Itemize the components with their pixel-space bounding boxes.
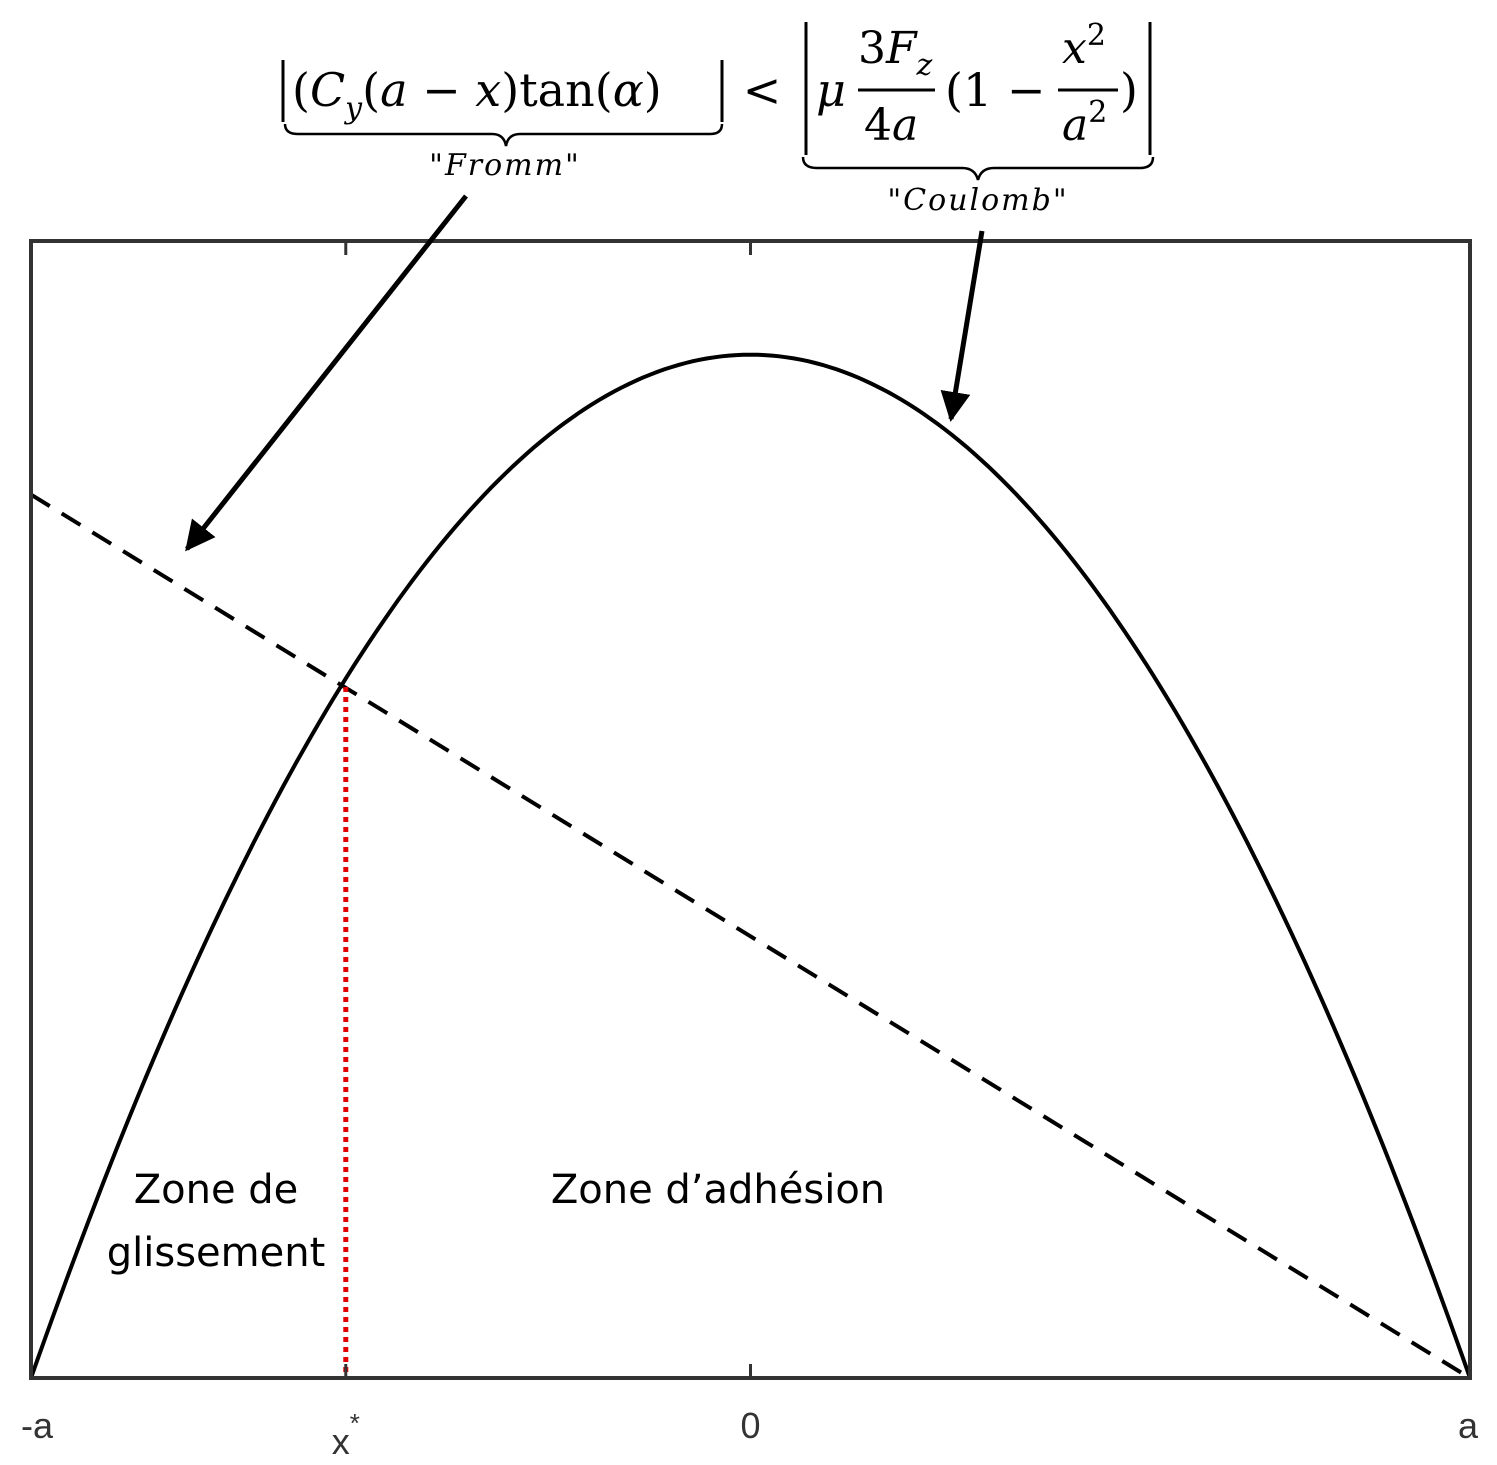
- coulomb-underbrace: [801, 156, 1155, 181]
- series-fromm-line: [29, 492, 1472, 1380]
- coulomb-mu: μ: [816, 63, 846, 117]
- series-coulomb-line: [29, 352, 1472, 1379]
- coulomb-arrow: [940, 230, 985, 422]
- zone-slip-label-line2: glissement: [107, 1230, 326, 1276]
- x-tick-label: -a: [21, 1405, 54, 1446]
- coulomb-numerator: 3Fz: [858, 23, 933, 83]
- series-layer: [29, 352, 1472, 1380]
- tick-layer: -a x* 0 a: [21, 241, 1479, 1462]
- fromm-formula: (Cy(a − x)tan(α) "Fromm": [281, 60, 724, 183]
- coulomb-close-paren: ): [1120, 63, 1138, 117]
- x-tick-label: 0: [740, 1405, 760, 1446]
- fromm-underbrace: [283, 123, 724, 147]
- coulomb-denominator: 4a: [864, 100, 918, 151]
- x-tick-label: a: [1458, 1405, 1479, 1446]
- fromm-formula-text: (Cy(a − x)tan(α): [292, 63, 662, 126]
- x-tick-label: x*: [332, 1408, 360, 1460]
- less-than-sign: <: [743, 63, 782, 117]
- coulomb-tag: "Coulomb": [887, 183, 1068, 218]
- coulomb-a2: a2: [1062, 95, 1107, 151]
- fromm-arrow: [185, 194, 468, 552]
- zone-slip-label-line1: Zone de: [134, 1167, 299, 1213]
- fromm-tag: "Fromm": [429, 148, 581, 183]
- zone-adhesion-label: Zone d’adhésion: [551, 1167, 885, 1213]
- coulomb-formula: μ 3Fz 4a (1 − x2 a2 ) "Coulomb": [801, 18, 1155, 218]
- coulomb-x2: x2: [1062, 18, 1106, 74]
- coulomb-one-minus: (1 −: [945, 63, 1045, 117]
